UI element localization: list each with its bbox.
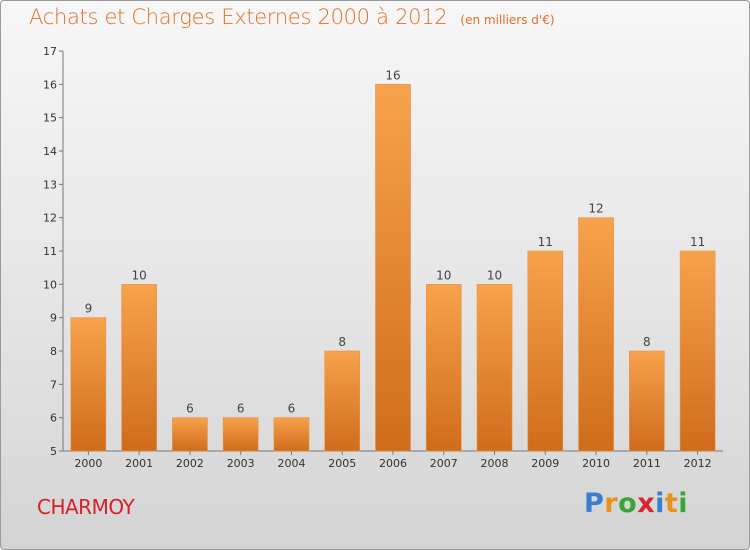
y-tick-label: 7 xyxy=(50,378,57,391)
bar xyxy=(425,284,462,452)
bar-value-label: 6 xyxy=(186,402,194,416)
bar-value-label: 11 xyxy=(690,235,705,249)
y-tick-label: 8 xyxy=(50,345,57,358)
x-tick-label: 2008 xyxy=(481,457,509,470)
bars xyxy=(70,84,716,452)
x-tick-label: 2003 xyxy=(227,457,255,470)
x-tick-label: 2006 xyxy=(379,457,407,470)
axes: 5 6 7 8 9 10 11 12 13 14 15 16 17 2000 2001 2002 2003 200… xyxy=(43,45,723,470)
logo-letter: t xyxy=(664,488,679,519)
bar xyxy=(222,417,259,452)
y-tick-label: 13 xyxy=(43,178,57,191)
x-tick-label: 2002 xyxy=(176,457,204,470)
bar xyxy=(70,317,107,452)
proxiti-logo: Proxiti xyxy=(584,488,688,519)
x-tick-label: 2009 xyxy=(531,457,559,470)
y-tick-label: 15 xyxy=(43,112,57,125)
x-tick-label: 2005 xyxy=(328,457,356,470)
bar xyxy=(121,284,157,452)
bar xyxy=(527,250,564,452)
logo-letter: r xyxy=(604,488,619,519)
bar xyxy=(679,250,716,452)
y-tick-label: 5 xyxy=(50,445,57,458)
bar xyxy=(476,284,513,452)
y-tick-label: 6 xyxy=(50,412,57,425)
bar-value-label: 10 xyxy=(487,268,502,282)
bar xyxy=(324,350,361,452)
chart-title: Achats et Charges Externes 2000 à 2012 (… xyxy=(29,5,555,29)
bar xyxy=(629,350,665,452)
y-tick-label: 10 xyxy=(43,278,57,291)
town-name: CHARMOY xyxy=(37,495,135,519)
x-tick-label: 2010 xyxy=(582,457,610,470)
bar-value-label: 8 xyxy=(338,335,346,349)
logo-letter: o xyxy=(618,488,638,519)
bar xyxy=(578,217,614,452)
y-tick-label: 9 xyxy=(50,312,57,325)
y-tick-label: 11 xyxy=(43,245,57,258)
x-tick-label: 2012 xyxy=(684,457,712,470)
logo-letter: P xyxy=(584,488,605,519)
logo-letter: i xyxy=(678,488,689,519)
y-tick-label: 12 xyxy=(43,212,57,225)
x-tick-label: 2001 xyxy=(125,457,153,470)
logo-letter: x xyxy=(637,488,656,519)
chart-title-text: Achats et Charges Externes 2000 à 2012 xyxy=(29,5,448,29)
bar-value-label: 10 xyxy=(132,268,147,282)
bar-value-label: 6 xyxy=(288,402,296,416)
bar-value-label: 9 xyxy=(85,302,93,316)
logo-letter: i xyxy=(655,488,665,519)
bar-value-label: 6 xyxy=(237,402,245,416)
bar xyxy=(273,417,310,452)
value-labels: 9 10 6 6 6 8 16 10 10 11 12 8 11 xyxy=(85,68,706,415)
y-tick-label: 16 xyxy=(43,78,57,91)
x-tick-label: 2004 xyxy=(277,457,305,470)
y-tick-label: 17 xyxy=(43,45,57,58)
bar-value-label: 16 xyxy=(385,68,400,82)
bar xyxy=(172,417,208,452)
bar-value-label: 12 xyxy=(588,202,603,216)
bar-value-label: 8 xyxy=(643,335,651,349)
x-tick-label: 2011 xyxy=(633,457,661,470)
bar-value-label: 10 xyxy=(436,268,451,282)
x-tick-label: 2007 xyxy=(430,457,458,470)
x-tick-label: 2000 xyxy=(74,457,102,470)
bar xyxy=(375,84,411,452)
y-tick-label: 14 xyxy=(43,145,57,158)
bar-value-label: 11 xyxy=(538,235,553,249)
chart-unit: (en milliers d'€) xyxy=(460,13,555,27)
